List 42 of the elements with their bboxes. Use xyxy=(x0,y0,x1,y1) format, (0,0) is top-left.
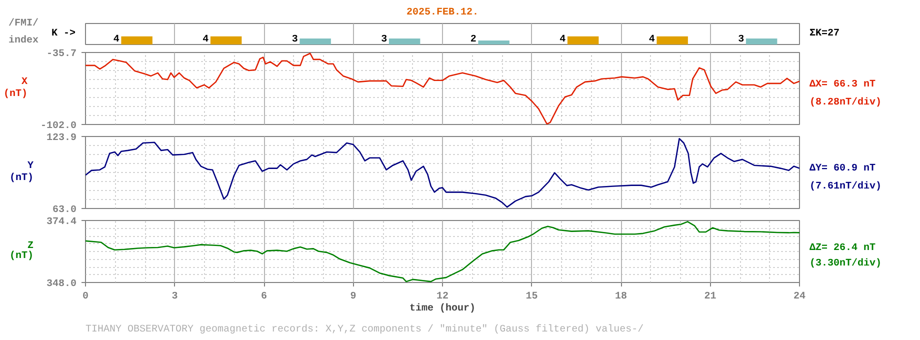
data-label: 4 xyxy=(560,34,566,46)
text: (3.30nT/div) xyxy=(810,257,882,270)
text: (7.61nT/div) xyxy=(810,180,882,192)
line-series xyxy=(86,52,800,124)
text: (8.28nT/div) xyxy=(810,96,882,108)
text: ΔY= 60.9 nT xyxy=(810,163,876,174)
x-tick-label: 21 xyxy=(704,292,716,302)
x-tick-label: 12 xyxy=(436,292,449,302)
y-tick-label: 123.9 xyxy=(46,133,77,144)
data-label: 2 xyxy=(470,34,476,46)
y-tick-label: 63.0 xyxy=(52,205,77,216)
x-tick-label: 18 xyxy=(615,292,628,302)
x-tick-label: 9 xyxy=(350,292,356,302)
text: ΣK=27 xyxy=(810,28,840,40)
data-label: 4 xyxy=(202,34,209,46)
x-tick-label: 6 xyxy=(261,292,268,302)
chart-title: 2025.FEB.12. xyxy=(406,8,479,18)
y-axis-title: Z (nT) xyxy=(9,241,34,262)
y-tick-label: 374.4 xyxy=(46,217,77,228)
y-axis-title: X (nT) xyxy=(3,77,28,100)
x-tick-label: 3 xyxy=(172,292,178,302)
y-tick-label: -102.0 xyxy=(40,121,77,132)
text: index xyxy=(8,34,39,46)
x-tick-label: 15 xyxy=(526,292,538,302)
x-axis-title: time (hour) xyxy=(409,302,476,314)
y-tick-label: 348.0 xyxy=(46,279,77,290)
data-label: 4 xyxy=(113,34,120,46)
data-label: 3 xyxy=(292,34,298,46)
y-axis-title: K -> xyxy=(51,28,76,40)
text: ΔX= 66.3 nT xyxy=(810,79,876,90)
data-label: 3 xyxy=(738,34,744,46)
line-series xyxy=(86,221,800,282)
x-tick-label: 0 xyxy=(82,292,89,302)
line-series xyxy=(86,138,800,208)
y-axis-title: Y (nT) xyxy=(9,161,34,184)
data-label: 3 xyxy=(381,34,388,46)
text: TIHANY OBSERVATORY geomagnetic records: X,Y,Z components / "minute" (Gauss filtered) values-/ xyxy=(86,324,644,336)
data-label: 4 xyxy=(648,34,655,46)
text: ΔZ= 26.4 nT xyxy=(810,242,876,254)
x-tick-label: 24 xyxy=(794,292,806,302)
text: /FMI/ xyxy=(8,17,39,30)
y-tick-label: -35.7 xyxy=(46,49,77,60)
